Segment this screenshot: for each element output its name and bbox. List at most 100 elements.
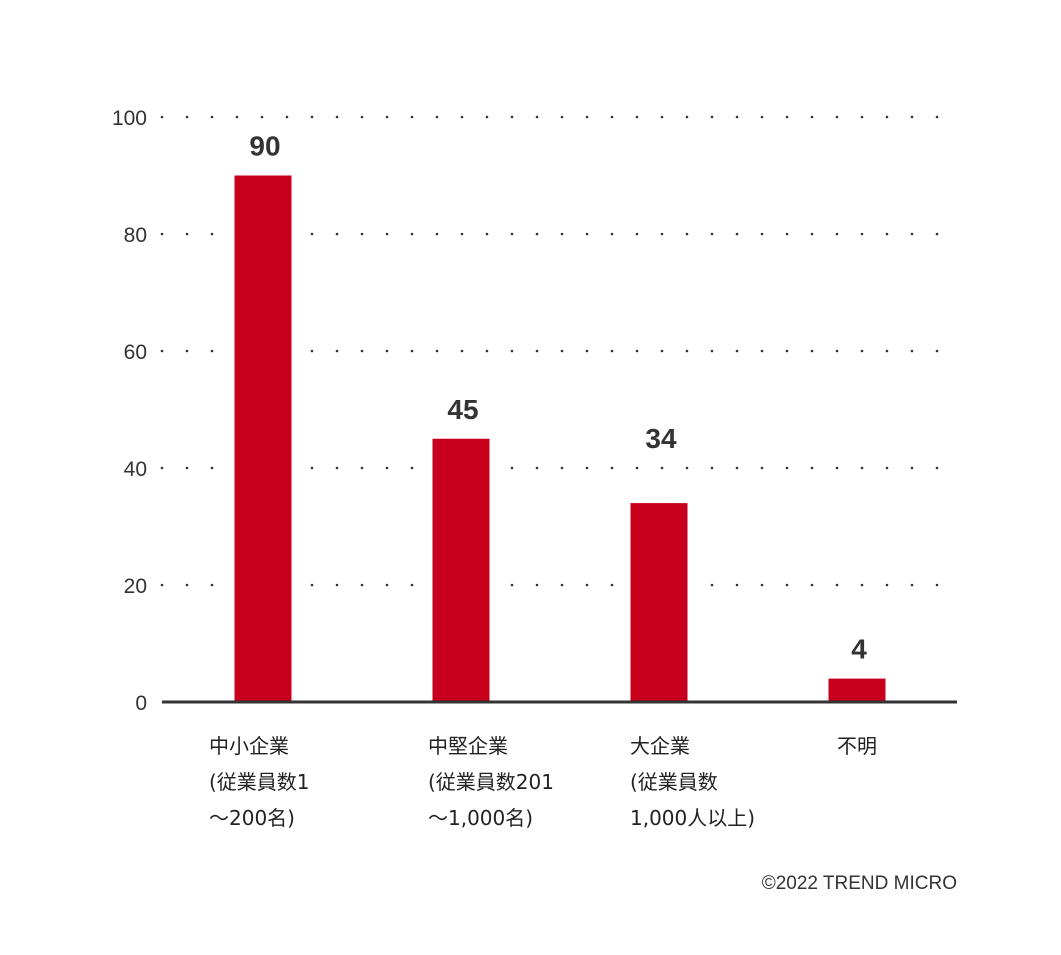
grid-dot bbox=[735, 349, 739, 353]
grid-dot bbox=[685, 232, 689, 236]
grid-dot bbox=[560, 349, 564, 353]
grid-dot bbox=[260, 115, 264, 119]
grid-dot bbox=[635, 115, 639, 119]
bar-value-label: 34 bbox=[645, 423, 677, 454]
grid-dot bbox=[760, 466, 764, 470]
grid-dot bbox=[310, 349, 314, 353]
bar bbox=[828, 678, 886, 702]
grid-dot bbox=[660, 115, 664, 119]
grid-dot bbox=[560, 466, 564, 470]
grid-dot bbox=[835, 115, 839, 119]
grid-dot bbox=[610, 466, 614, 470]
grid-dot bbox=[785, 583, 789, 587]
grid-dot bbox=[935, 583, 939, 587]
grid-dot bbox=[160, 115, 164, 119]
grid-dot bbox=[385, 349, 389, 353]
category-label: 大企業 (従業員数 1,000人以上) bbox=[630, 728, 755, 836]
grid-dot bbox=[385, 583, 389, 587]
grid-dot bbox=[510, 115, 514, 119]
grid-dot bbox=[535, 232, 539, 236]
grid-dot bbox=[535, 115, 539, 119]
grid-dot bbox=[610, 349, 614, 353]
grid-dot bbox=[385, 115, 389, 119]
category-label-line: (従業員数1 bbox=[209, 770, 310, 794]
grid-dot bbox=[910, 583, 914, 587]
grid-dot bbox=[310, 232, 314, 236]
grid-dot bbox=[585, 583, 589, 587]
grid-dot bbox=[535, 466, 539, 470]
category-label: 中堅企業 (従業員数201 ～1,000名) bbox=[428, 728, 554, 836]
grid-dot bbox=[885, 349, 889, 353]
grid-dot bbox=[210, 466, 214, 470]
grid-dot bbox=[935, 232, 939, 236]
grid-dot bbox=[760, 349, 764, 353]
category-label-line: 大企業 bbox=[630, 734, 690, 758]
y-tick-label: 60 bbox=[124, 341, 147, 364]
grid-dot bbox=[635, 349, 639, 353]
grid-dot bbox=[360, 115, 364, 119]
grid-dot bbox=[835, 466, 839, 470]
grid-dot bbox=[885, 583, 889, 587]
bar-value-label: 4 bbox=[851, 634, 867, 665]
grid-dot bbox=[860, 115, 864, 119]
grid-dot bbox=[910, 466, 914, 470]
grid-dot bbox=[410, 115, 414, 119]
grid-dot bbox=[535, 583, 539, 587]
grid-dot bbox=[935, 349, 939, 353]
grid-dot bbox=[410, 232, 414, 236]
category-label-line: 1,000人以上) bbox=[630, 806, 756, 830]
grid-dot bbox=[310, 115, 314, 119]
category-label-line: ～200名) bbox=[209, 806, 295, 830]
category-label-line: ～1,000名) bbox=[428, 806, 534, 830]
y-tick-label: 80 bbox=[124, 224, 147, 247]
grid-dot bbox=[685, 349, 689, 353]
grid-dot bbox=[910, 349, 914, 353]
grid-dot bbox=[860, 466, 864, 470]
category-label-line: 中堅企業 bbox=[428, 734, 508, 758]
grid-dot bbox=[885, 115, 889, 119]
grid-dot bbox=[385, 466, 389, 470]
y-tick-label: 40 bbox=[124, 458, 147, 481]
grid-dot bbox=[710, 583, 714, 587]
grid-dot bbox=[735, 115, 739, 119]
grid-dot bbox=[935, 115, 939, 119]
grid-dot bbox=[460, 115, 464, 119]
grid-lines bbox=[160, 115, 939, 587]
grid-dot bbox=[760, 583, 764, 587]
grid-dot bbox=[160, 466, 164, 470]
bar bbox=[234, 175, 292, 702]
grid-dot bbox=[160, 349, 164, 353]
grid-dot bbox=[360, 583, 364, 587]
grid-dot bbox=[435, 349, 439, 353]
grid-dot bbox=[360, 466, 364, 470]
grid-dot bbox=[635, 232, 639, 236]
grid-dot bbox=[460, 349, 464, 353]
grid-dot bbox=[185, 115, 189, 119]
grid-dot bbox=[160, 232, 164, 236]
grid-dot bbox=[235, 115, 239, 119]
grid-dot bbox=[735, 466, 739, 470]
grid-dot bbox=[585, 349, 589, 353]
grid-dot bbox=[210, 232, 214, 236]
grid-dot bbox=[335, 583, 339, 587]
bar-value-label: 45 bbox=[447, 394, 478, 425]
grid-dot bbox=[710, 232, 714, 236]
grid-dot bbox=[785, 115, 789, 119]
grid-dot bbox=[835, 232, 839, 236]
grid-dot bbox=[160, 583, 164, 587]
grid-dot bbox=[335, 349, 339, 353]
grid-dot bbox=[435, 115, 439, 119]
grid-dot bbox=[185, 583, 189, 587]
copyright-text: ©2022 TREND MICRO bbox=[761, 873, 957, 894]
grid-dot bbox=[510, 583, 514, 587]
grid-dot bbox=[835, 583, 839, 587]
category-label: 不明 bbox=[837, 728, 877, 764]
grid-dot bbox=[860, 232, 864, 236]
y-tick-label: 20 bbox=[124, 575, 147, 598]
grid-dot bbox=[810, 349, 814, 353]
grid-dot bbox=[810, 583, 814, 587]
grid-dot bbox=[410, 349, 414, 353]
grid-dot bbox=[810, 232, 814, 236]
grid-dot bbox=[735, 232, 739, 236]
